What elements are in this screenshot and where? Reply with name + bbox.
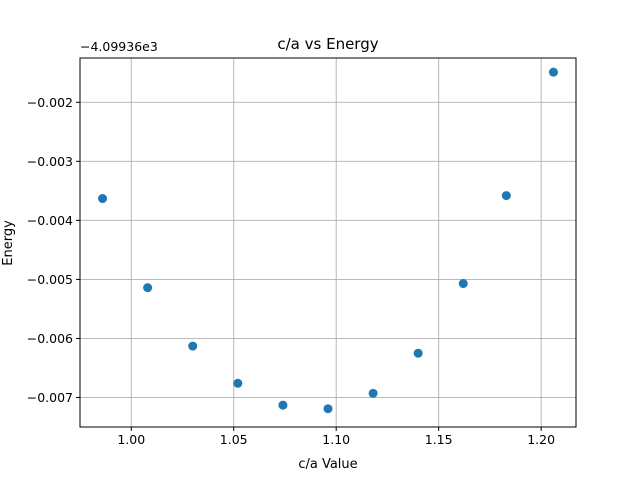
x-tick-label: 1.10 — [322, 432, 350, 447]
y-tick-label: −0.007 — [27, 390, 73, 405]
grid-layer — [80, 58, 576, 427]
y-axis-label: Energy — [1, 220, 16, 266]
x-tick-label: 1.05 — [220, 432, 248, 447]
data-point — [458, 279, 468, 289]
y-axis-offset-text: −4.09936e3 — [80, 39, 158, 54]
data-points — [98, 67, 558, 414]
data-point — [501, 191, 511, 201]
data-point — [278, 400, 288, 410]
y-tick-label: −0.006 — [27, 331, 73, 346]
x-tick-label: 1.20 — [527, 432, 555, 447]
data-point — [98, 194, 108, 204]
data-point — [368, 388, 378, 398]
chart-title: c/a vs Energy — [277, 35, 378, 53]
y-tick-label: −0.002 — [27, 95, 73, 110]
data-point — [188, 341, 198, 351]
plot-frame — [79, 57, 577, 428]
y-tick-label: −0.003 — [27, 154, 73, 169]
x-tick-label: 1.15 — [425, 432, 453, 447]
data-point — [413, 348, 423, 358]
y-tick-label: −0.005 — [27, 272, 73, 287]
y-tick-label: −0.004 — [27, 213, 73, 228]
data-point — [143, 283, 153, 293]
x-axis-label: c/a Value — [298, 457, 357, 472]
data-point — [323, 404, 333, 414]
data-point — [548, 67, 558, 77]
axis-ticks: 1.00 1.05 1.10 1.15 1.20 −0.002 −0.003 −0.004 −0… — [27, 95, 555, 447]
data-point — [233, 378, 243, 388]
x-tick-label: 1.00 — [117, 432, 145, 447]
